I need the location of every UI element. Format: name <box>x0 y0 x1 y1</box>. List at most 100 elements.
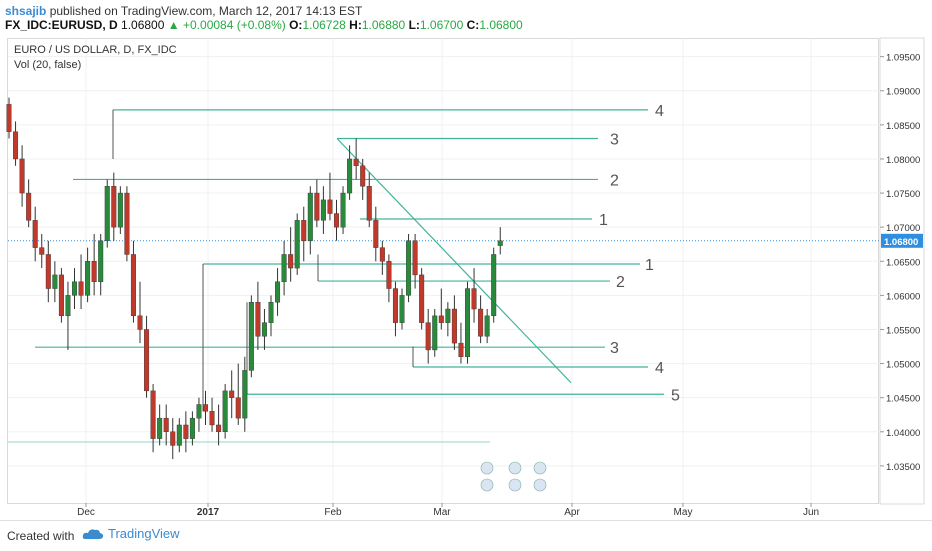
last-price: 1.06800 <box>121 18 165 32</box>
candle-body <box>471 288 477 310</box>
close-label: C: <box>466 18 480 32</box>
level-label: 2 <box>610 172 619 189</box>
candle-body <box>478 308 484 337</box>
candle-body <box>347 158 353 194</box>
candle-body <box>425 322 431 351</box>
candle-body <box>268 301 274 323</box>
low-label: L: <box>408 18 420 32</box>
candle-body <box>314 192 320 221</box>
tradingview-logo[interactable]: TradingView <box>82 526 180 541</box>
y-tick-label: 1.08000 <box>886 155 920 166</box>
candle-body <box>157 417 163 439</box>
candle-body <box>379 247 385 262</box>
candle-body <box>163 417 169 432</box>
x-tick-label: Apr <box>564 507 580 518</box>
candle-body <box>216 424 222 432</box>
level-label: 1 <box>645 257 654 274</box>
candle-body <box>235 397 241 419</box>
candle-body <box>294 220 300 269</box>
candle-body <box>26 192 32 221</box>
candle-body <box>117 192 123 228</box>
flag-icon <box>508 478 522 492</box>
candle-body <box>334 213 340 228</box>
y-tick-label: 1.06500 <box>886 257 920 268</box>
volume-indicator-label[interactable]: Vol (20, false) <box>14 59 82 71</box>
brand-name: TradingView <box>108 526 180 541</box>
candle-body <box>307 192 313 242</box>
x-tick-label: Jun <box>803 507 819 518</box>
candle-body <box>340 192 346 228</box>
candle-body <box>78 281 84 296</box>
y-tick-label: 1.07500 <box>886 189 920 200</box>
chart-pane[interactable] <box>7 38 879 504</box>
chart-title: EURO / US DOLLAR, D, FX_IDC <box>14 44 177 56</box>
candle-body <box>150 390 156 439</box>
candle-body <box>85 261 91 296</box>
candle-body <box>497 240 503 246</box>
low-value: 1.06700 <box>419 18 464 32</box>
y-tick-label: 1.09500 <box>886 53 920 64</box>
y-tick-label: 1.05500 <box>886 325 920 336</box>
level-label: 3 <box>610 131 619 148</box>
flag-icon <box>533 478 547 492</box>
y-axis: 1.09500 1.09000 1.08500 1.08000 1.07500 1.070… <box>879 37 925 505</box>
flag-icon <box>480 478 494 492</box>
candle-body <box>360 165 366 187</box>
candle-body <box>19 158 25 194</box>
candle-body <box>98 240 104 282</box>
up-arrow-icon: ▲ <box>167 18 180 32</box>
candle-body <box>32 220 38 248</box>
candle-body <box>183 424 189 439</box>
publish-text: published on TradingView.com, March 12, … <box>49 4 363 18</box>
trend-line <box>336 138 572 384</box>
candle-body <box>170 431 176 446</box>
candle-body <box>432 315 438 351</box>
candle-body <box>386 261 392 289</box>
candle-body <box>91 261 97 282</box>
flag-icon <box>480 461 494 475</box>
grid-lines <box>8 38 879 503</box>
level-label: 4 <box>655 360 664 377</box>
y-tick-label: 1.07000 <box>886 223 920 234</box>
candle-body <box>484 315 490 337</box>
level-label: 1 <box>599 212 608 229</box>
candle-body <box>281 254 287 282</box>
candle-body <box>130 254 136 317</box>
candle-body <box>261 322 267 337</box>
candle-body <box>196 404 202 419</box>
y-axis-panel <box>879 37 925 505</box>
candle-body <box>202 404 208 412</box>
footer: Created with TradingView <box>0 520 932 551</box>
flag-icon <box>533 461 547 475</box>
candle-body <box>438 315 444 323</box>
open-value: 1.06728 <box>302 18 346 32</box>
x-tick-label: Mar <box>433 507 451 518</box>
last-price-tag <box>881 233 923 248</box>
author-name[interactable]: shsajib <box>5 4 47 18</box>
cloud-icon <box>82 528 104 539</box>
candle-body <box>111 186 117 228</box>
candle-body <box>248 301 254 371</box>
candle-body <box>373 220 379 248</box>
candle-body <box>301 220 307 242</box>
x-tick-label: Dec <box>77 507 95 518</box>
candle-body <box>491 254 497 317</box>
candle-body <box>52 274 58 289</box>
candle-body <box>399 295 405 323</box>
candle-body <box>176 424 182 446</box>
high-label: H: <box>349 18 362 32</box>
candle-body <box>39 247 45 255</box>
close-value: 1.06800 <box>479 18 523 32</box>
candle-body <box>222 390 228 432</box>
level-label: 4 <box>655 103 664 120</box>
y-tick-label: 1.04000 <box>886 428 920 439</box>
candle-body <box>137 315 143 330</box>
level-label: 5 <box>671 387 680 404</box>
flag-icon <box>508 461 522 475</box>
x-tick-label: 2017 <box>197 507 220 518</box>
candle-body <box>242 370 248 419</box>
high-value: 1.06880 <box>361 18 406 32</box>
candle-body <box>104 186 110 242</box>
candle-body <box>65 295 71 317</box>
